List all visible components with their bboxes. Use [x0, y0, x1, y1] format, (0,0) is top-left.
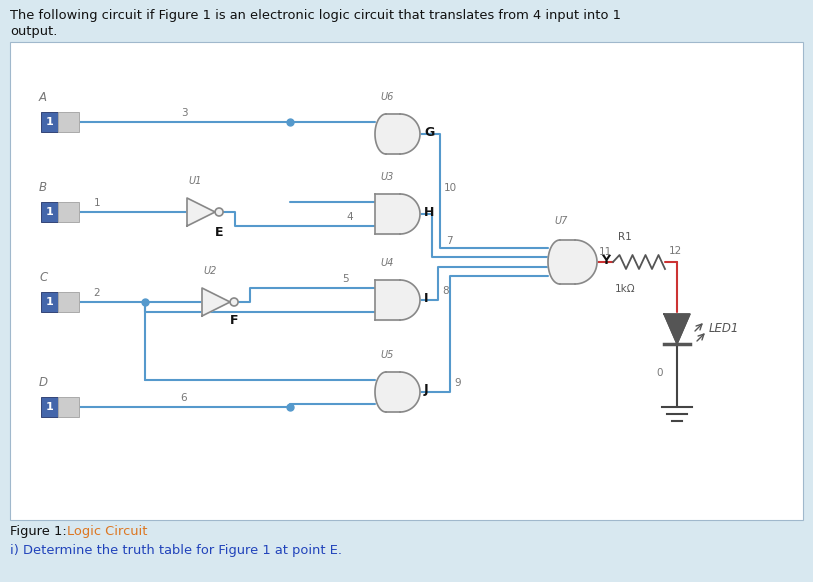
Text: 1: 1 — [46, 297, 54, 307]
Text: U3: U3 — [380, 172, 393, 182]
Text: U5: U5 — [380, 350, 393, 360]
Text: i) Determine the truth table for Figure 1 at point E.: i) Determine the truth table for Figure … — [10, 544, 342, 557]
Text: 1: 1 — [46, 402, 54, 412]
Text: D: D — [39, 376, 48, 389]
Text: 5: 5 — [341, 274, 348, 284]
Polygon shape — [202, 288, 230, 316]
Text: U4: U4 — [380, 258, 393, 268]
Text: F: F — [230, 314, 238, 327]
Text: U7: U7 — [554, 216, 567, 226]
Text: 7: 7 — [446, 236, 453, 246]
Circle shape — [230, 298, 238, 306]
Text: 0: 0 — [657, 368, 663, 378]
Bar — [58, 202, 79, 222]
Text: The following circuit if Figure 1 is an electronic logic circuit that translates: The following circuit if Figure 1 is an … — [10, 9, 621, 22]
Bar — [58, 292, 79, 312]
Text: H: H — [424, 205, 434, 218]
Text: Figure 1:: Figure 1: — [10, 525, 71, 538]
Text: E: E — [215, 226, 224, 239]
Bar — [41, 112, 58, 132]
Text: 3: 3 — [180, 108, 187, 118]
Bar — [41, 292, 58, 312]
Text: 9: 9 — [454, 378, 461, 388]
Text: 12: 12 — [669, 246, 682, 256]
Text: 6: 6 — [180, 393, 187, 403]
Text: U6: U6 — [380, 92, 393, 102]
Bar — [41, 202, 58, 222]
Text: A: A — [39, 91, 47, 104]
Text: B: B — [39, 181, 47, 194]
Text: 1: 1 — [46, 117, 54, 127]
Bar — [10, 42, 803, 520]
Polygon shape — [664, 314, 690, 344]
Text: Logic Circuit: Logic Circuit — [67, 525, 147, 538]
Polygon shape — [375, 194, 400, 234]
Text: 1: 1 — [46, 207, 54, 217]
Bar — [41, 397, 58, 417]
Text: 1: 1 — [93, 198, 100, 208]
Text: 1kΩ: 1kΩ — [615, 284, 635, 294]
Text: C: C — [39, 271, 47, 284]
Bar — [58, 112, 79, 132]
Polygon shape — [400, 194, 420, 234]
Text: LED1: LED1 — [709, 322, 739, 335]
Circle shape — [215, 208, 223, 216]
Bar — [58, 397, 79, 417]
Text: 8: 8 — [442, 286, 449, 296]
Text: Y: Y — [601, 254, 610, 267]
Polygon shape — [548, 240, 597, 284]
Polygon shape — [375, 280, 400, 320]
Text: R1: R1 — [618, 232, 632, 242]
Text: J: J — [424, 384, 428, 396]
Text: 11: 11 — [598, 247, 611, 257]
Text: U2: U2 — [203, 266, 217, 276]
Polygon shape — [400, 280, 420, 320]
Text: 4: 4 — [346, 212, 354, 222]
Polygon shape — [187, 198, 215, 226]
Polygon shape — [375, 372, 420, 412]
Polygon shape — [375, 114, 420, 154]
Text: U1: U1 — [189, 176, 202, 186]
Text: output.: output. — [10, 25, 58, 38]
Text: 2: 2 — [93, 288, 100, 298]
Text: I: I — [424, 292, 428, 304]
Text: 10: 10 — [444, 183, 457, 193]
Text: G: G — [424, 126, 434, 139]
